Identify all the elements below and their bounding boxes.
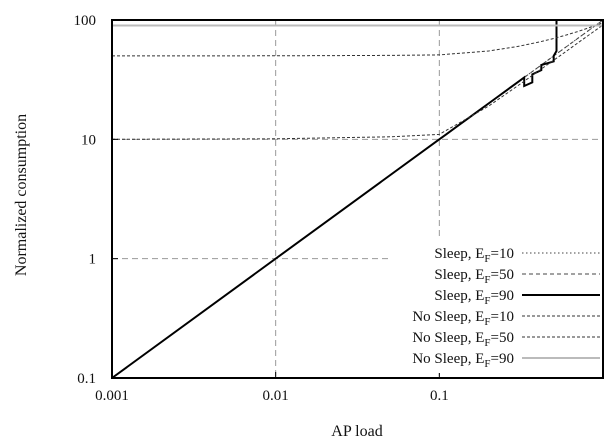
- y-tick-label: 0.1: [77, 371, 96, 387]
- series-line-4: [111, 24, 604, 140]
- x-tick-label: 0.001: [95, 388, 129, 404]
- legend-label: No Sleep, EF=10: [412, 309, 514, 328]
- legend-label: Sleep, EF=90: [434, 288, 514, 307]
- y-axis-label: Normalized consumption: [13, 114, 30, 276]
- series-line-2: [111, 19, 604, 379]
- axes: [111, 19, 604, 379]
- series-line-5: [111, 22, 604, 57]
- legend-label: Sleep, EF=50: [434, 267, 514, 286]
- x-tick-label: 0.1: [430, 388, 449, 404]
- legend-label: Sleep, EF=10: [434, 246, 514, 265]
- legend-box: [392, 239, 602, 373]
- series-layer: [111, 19, 604, 379]
- plot-frame: [111, 19, 604, 379]
- y-tick-label: 1: [89, 252, 97, 268]
- legend-label: No Sleep, EF=50: [412, 330, 514, 349]
- y-tick-label: 10: [81, 132, 96, 148]
- ticks: 0.001 0.01 0.1 0.1 1 10 100: [74, 13, 449, 404]
- x-tick-label: 0.01: [263, 388, 289, 404]
- legend: Sleep, EF=10 Sleep, EF=50 Sleep, EF=90 No S…: [392, 239, 602, 373]
- legend-label: No Sleep, EF=90: [412, 351, 514, 370]
- x-axis-label: AP load: [331, 423, 382, 440]
- y-tick-label: 100: [74, 13, 97, 29]
